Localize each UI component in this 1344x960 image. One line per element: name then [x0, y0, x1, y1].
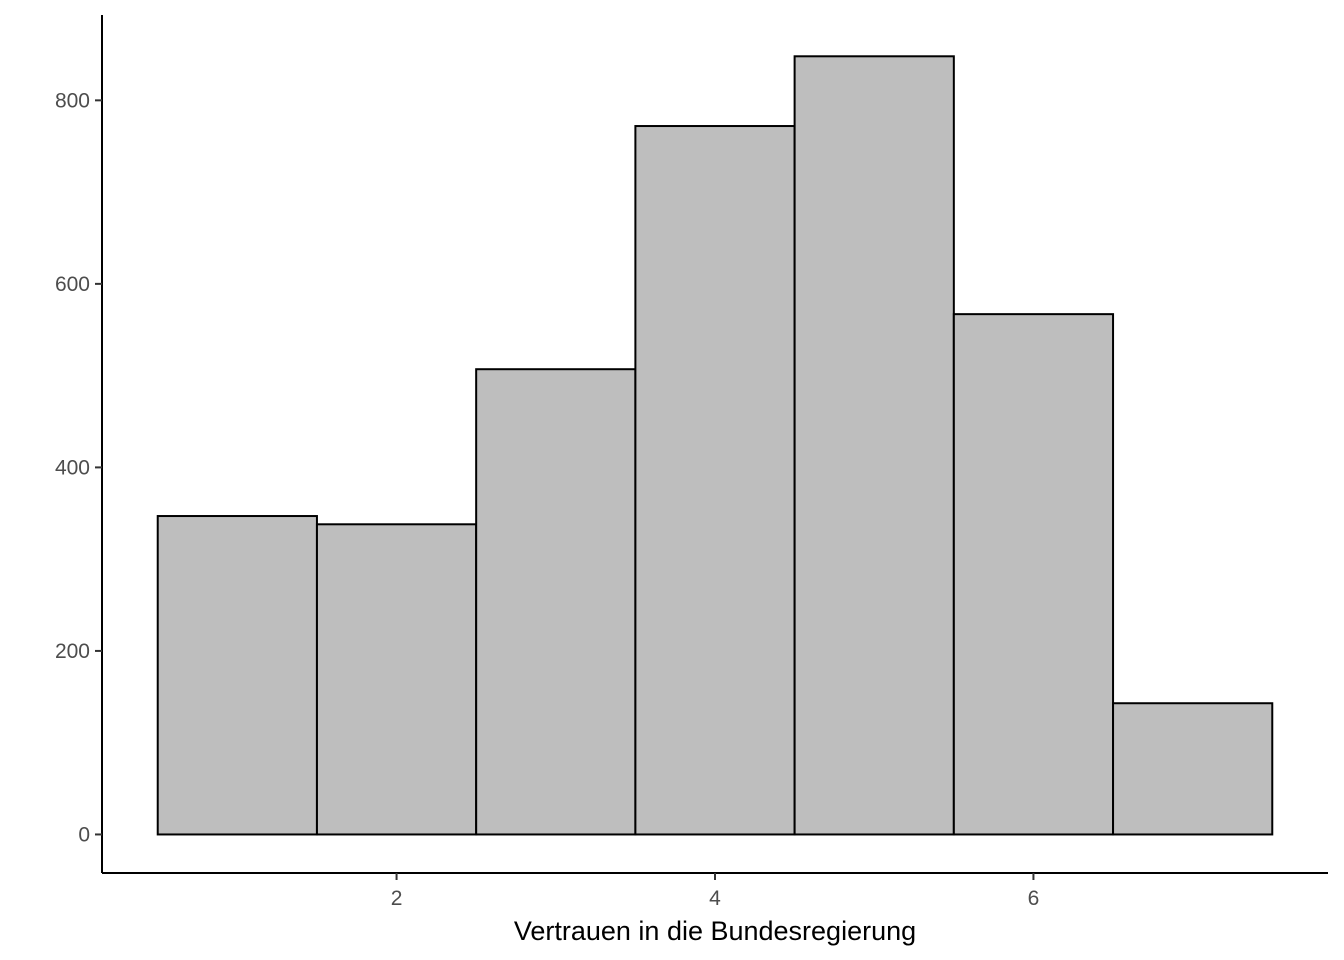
bar-4	[634, 125, 796, 836]
x-tick-label-6: 6	[1028, 887, 1040, 910]
y-tick-label-0: 0	[78, 823, 90, 846]
bar-1	[156, 515, 318, 836]
y-tick-label-200: 200	[55, 640, 90, 663]
bar-2	[315, 523, 478, 836]
x-tick-label-2: 2	[391, 887, 403, 910]
bars-group	[156, 55, 1274, 836]
y-tick-label-800: 800	[55, 89, 90, 112]
x-tick-label-4: 4	[709, 887, 721, 910]
y-tick-label-400: 400	[55, 456, 90, 479]
bar-7	[1112, 702, 1274, 836]
bar-5	[793, 55, 955, 836]
bar-6	[952, 313, 1115, 836]
x-axis: 2 4 6	[102, 872, 1328, 910]
y-axis: 0 200 400 600 800	[55, 15, 103, 873]
y-tick-label-600: 600	[55, 273, 90, 296]
x-axis-title: Vertrauen in die Bundesregierung	[514, 916, 916, 946]
bar-3	[475, 368, 637, 836]
